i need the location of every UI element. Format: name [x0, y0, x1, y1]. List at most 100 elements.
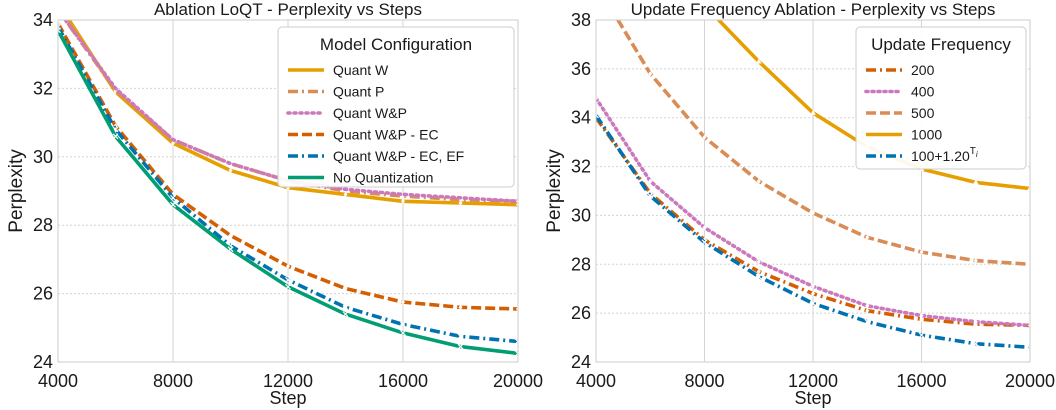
data-point	[919, 316, 924, 322]
data-point	[170, 201, 176, 208]
x-tick-label: 8000	[153, 371, 193, 391]
data-point	[756, 178, 761, 184]
y-tick-label: 36	[571, 59, 591, 79]
legend-label: 1000	[911, 127, 942, 143]
data-point	[865, 308, 870, 314]
data-point	[865, 234, 870, 241]
x-tick-label: 12000	[788, 371, 838, 391]
legend-label: 200	[911, 62, 935, 78]
data-point	[228, 167, 233, 174]
chart-title: Ablation LoQT - Perplexity vs Steps	[154, 0, 422, 19]
data-point	[285, 283, 291, 290]
x-tick-label: 4000	[38, 371, 78, 391]
legend: Model Configuration Quant W Quant P Quant W…	[277, 26, 515, 188]
y-tick-label: 24	[571, 352, 591, 372]
legend-title: Model Configuration	[320, 35, 472, 54]
y-tick-label: 38	[571, 10, 591, 30]
data-point	[596, 112, 599, 119]
data-point	[400, 330, 406, 336]
data-point	[865, 303, 870, 309]
y-tick-label: 24	[33, 352, 53, 372]
y-tick-label: 32	[33, 78, 53, 98]
data-point	[56, 0, 60, 5]
x-tick-label: 8000	[684, 371, 724, 391]
legend-label: Quant W	[333, 62, 389, 78]
data-point	[457, 343, 464, 350]
series-5	[596, 112, 1030, 351]
x-tick-label: 16000	[378, 371, 428, 391]
axes-frame	[57, 19, 519, 363]
data-point	[458, 304, 463, 310]
data-point	[458, 200, 463, 206]
legend-label: 400	[911, 84, 935, 100]
data-point	[701, 239, 708, 246]
data-point	[515, 338, 518, 345]
data-point	[285, 276, 291, 283]
y-tick-label: 26	[571, 303, 591, 323]
y-tick-label: 26	[33, 284, 53, 304]
data-point	[919, 249, 924, 255]
x-tick-label: 20000	[493, 371, 543, 391]
series-line	[596, 114, 1030, 350]
data-point	[972, 179, 979, 185]
y-tick-label: 34	[33, 10, 53, 30]
data-point	[342, 304, 349, 311]
data-point	[56, 7, 60, 12]
data-point	[286, 263, 290, 269]
y-axis-label: Perplexity	[6, 149, 27, 233]
data-point	[400, 321, 406, 328]
data-point	[811, 291, 815, 297]
data-point	[170, 194, 176, 201]
y-tick-label: 30	[33, 147, 53, 167]
axes-frame	[595, 19, 1031, 363]
legend: Update Frequency 200 400 500 1000 100+1.20Ti	[855, 26, 1027, 170]
chart-1: 4000 8000 12000 16000 20000 24 26 28 30 32 34 Step P…	[6, 0, 543, 408]
chart-2: 4000 8000 12000 16000 20000 24 26 28 30 32 34 36 38 S…	[544, 0, 1055, 408]
data-point	[227, 246, 234, 253]
legend-label: Quant W&P	[333, 105, 407, 121]
y-tick-label: 34	[571, 108, 591, 128]
legend-label: No Quantization	[333, 170, 433, 186]
data-point	[647, 192, 654, 199]
legend-title: Update Frequency	[871, 35, 1011, 54]
series-line	[615, 20, 1030, 267]
data-point	[756, 259, 761, 265]
legend-label: 100+1.20Ti	[911, 146, 978, 164]
data-point	[58, 27, 61, 34]
x-tick-label: 16000	[896, 371, 946, 391]
x-tick-label: 12000	[263, 371, 313, 391]
data-point	[811, 210, 815, 216]
data-point	[228, 232, 233, 239]
y-tick-label: 28	[33, 215, 53, 235]
y-tick-label: 28	[571, 254, 591, 274]
data-point	[973, 319, 978, 325]
x-tick-label: 20000	[1005, 371, 1055, 391]
data-point	[401, 299, 405, 305]
data-point	[918, 332, 925, 339]
data-point	[810, 300, 816, 307]
data-point	[755, 58, 762, 64]
data-point	[1027, 344, 1030, 351]
data-point	[401, 198, 405, 204]
data-point	[864, 318, 871, 325]
legend-label: Quant W&P - EC, EF	[333, 148, 464, 164]
data-point	[648, 71, 653, 77]
data-point	[457, 333, 464, 340]
data-point	[112, 133, 119, 140]
data-point	[702, 134, 707, 140]
data-point	[1027, 185, 1030, 191]
x-axis-label: Step	[269, 388, 306, 408]
legend-label: Quant W&P - EC	[333, 127, 439, 143]
data-point	[973, 258, 978, 264]
data-point	[756, 269, 761, 275]
x-axis-label: Step	[794, 388, 831, 408]
data-point	[343, 285, 348, 292]
data-point	[755, 273, 762, 280]
legend-box	[277, 26, 515, 188]
chart-title: Update Frequency Ablation - Perplexity v…	[631, 0, 996, 19]
data-point	[515, 350, 518, 357]
data-point	[919, 312, 924, 319]
y-axis-label: Perplexity	[544, 149, 565, 233]
y-tick-label: 30	[571, 205, 591, 225]
